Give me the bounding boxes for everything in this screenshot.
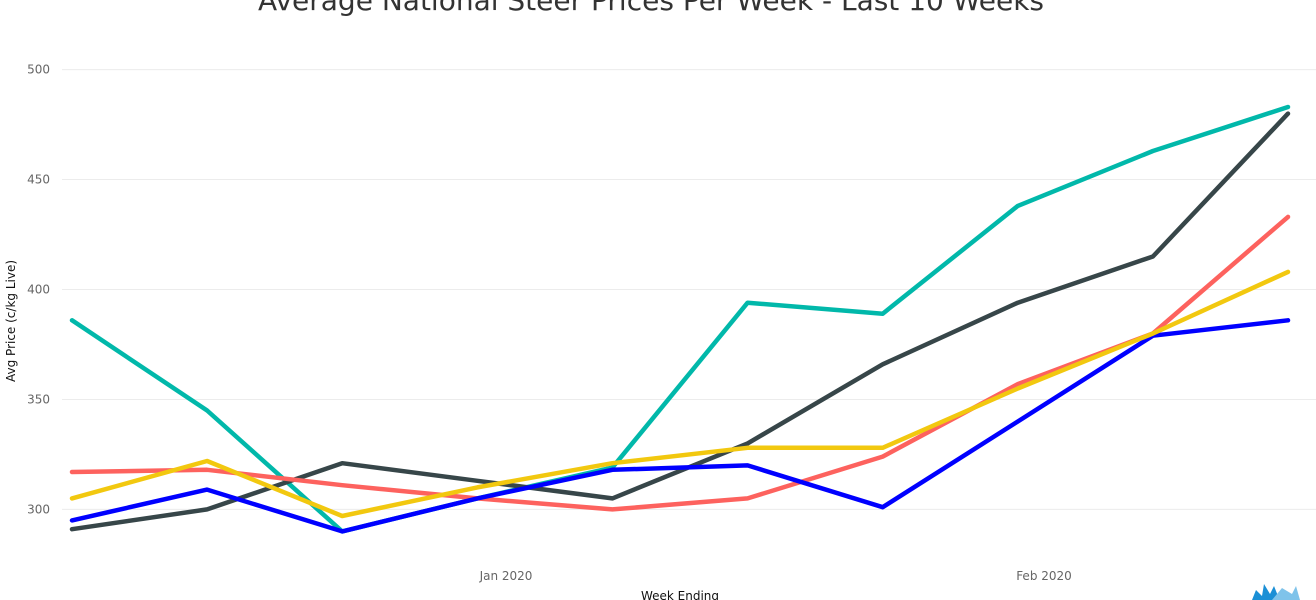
y-tick-500: 500: [27, 63, 50, 77]
gridlines: [62, 69, 1316, 510]
y-axis-ticks: 300 350 400 450 500: [27, 63, 50, 517]
y-tick-450: 450: [27, 173, 50, 187]
series-lines: [69, 104, 1291, 534]
x-tick-feb: Feb 2020: [1016, 569, 1072, 583]
y-tick-300: 300: [27, 502, 50, 516]
x-axis-title: Week Ending: [641, 589, 719, 600]
logo: [1252, 584, 1300, 600]
chart-title: Average National Steer Prices Per Week -…: [258, 0, 1044, 17]
y-axis-title: Avg Price (c/kg Live): [4, 260, 18, 382]
series-line-4: [69, 318, 1291, 534]
y-tick-400: 400: [27, 283, 50, 297]
y-tick-350: 350: [27, 392, 50, 406]
x-tick-jan: Jan 2020: [479, 569, 533, 583]
series-line-5: [69, 269, 1291, 519]
series-line-1: [69, 104, 1291, 534]
